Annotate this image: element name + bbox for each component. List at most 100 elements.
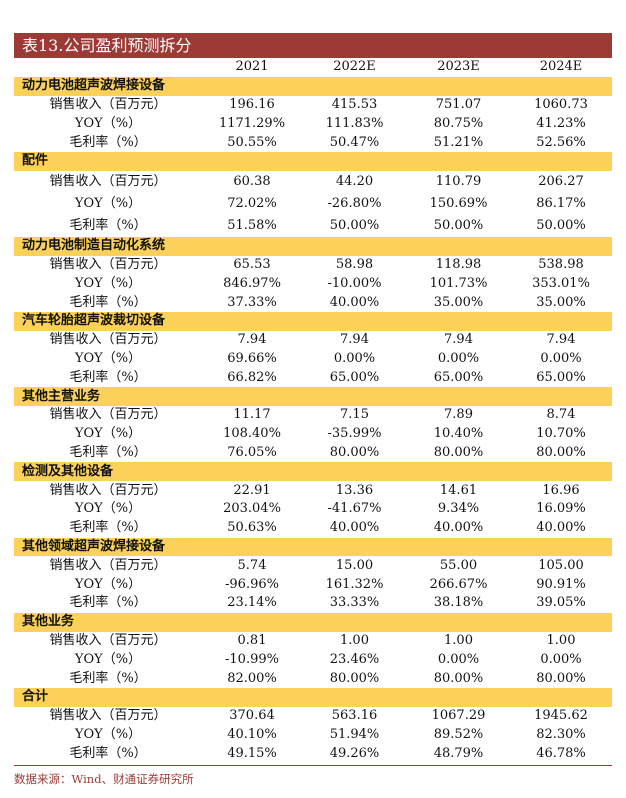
value-cell: 9.34% <box>437 501 480 517</box>
row-label: YOY（%） <box>74 275 142 291</box>
value-cell: 82.30% <box>536 726 586 742</box>
table-row: YOY（%） 69.66% 0.00% 0.00% 0.00% <box>14 350 612 369</box>
table-row: 销售收入（百万元） 370.64 563.16 1067.29 1945.62 <box>14 707 612 726</box>
section-row: 合计 <box>14 687 612 707</box>
value-cell: 108.40% <box>223 426 281 442</box>
value-cell: 0.00% <box>540 350 582 366</box>
value-cell: 0.00% <box>333 350 376 366</box>
value-cell: 50.47% <box>329 134 380 150</box>
table-row: 销售收入（百万元） 0.81 1.00 1.00 1.00 <box>14 632 612 651</box>
value-cell: 111.83% <box>325 115 384 131</box>
value-cell: 66.82% <box>227 369 277 385</box>
value-cell: 5.74 <box>237 557 267 573</box>
value-cell: 11.17 <box>233 407 271 423</box>
table-row: YOY（%） 40.10% 51.94% 89.52% 82.30% <box>14 726 612 745</box>
table-row: YOY（%） 72.02% -26.80% 150.69% 86.17% <box>14 193 612 215</box>
value-cell: 58.98 <box>335 256 374 272</box>
section-name: 动力电池制造自动化系统 <box>14 236 612 256</box>
value-cell: 1.00 <box>444 632 473 648</box>
source-note: 数据来源：Wind、财通证券研究所 <box>14 772 194 786</box>
row-label: 销售收入（百万元） <box>49 557 167 573</box>
row-label: 毛利率（%） <box>69 134 147 150</box>
table-row: YOY（%） 846.97% -10.00% 101.73% 353.01% <box>14 274 612 293</box>
row-label: 销售收入（百万元） <box>49 407 167 423</box>
value-cell: 40.00% <box>329 294 380 310</box>
value-cell: 65.00% <box>329 369 380 385</box>
value-cell: -96.96% <box>225 576 279 592</box>
value-cell: 196.16 <box>229 96 275 112</box>
value-cell: 50.00% <box>536 217 586 233</box>
value-cell: 14.61 <box>439 482 478 498</box>
table-row: 毛利率（%） 23.14% 33.33% 38.18% 39.05% <box>14 594 612 613</box>
value-cell: 203.04% <box>223 501 281 517</box>
value-cell: 846.97% <box>223 275 281 291</box>
value-cell: 16.09% <box>536 501 586 517</box>
value-cell: 7.89 <box>444 407 473 423</box>
value-cell: 563.16 <box>331 708 378 724</box>
value-cell: 80.75% <box>433 115 484 131</box>
section-row: 配件 <box>14 151 612 171</box>
value-cell: 51.21% <box>433 134 484 150</box>
value-cell: -41.67% <box>327 501 382 517</box>
value-cell: -26.80% <box>327 195 382 211</box>
value-cell: 751.07 <box>435 96 482 112</box>
value-cell: 7.15 <box>340 407 369 423</box>
value-cell: 23.46% <box>329 651 380 667</box>
value-cell: 90.91% <box>536 576 586 592</box>
value-cell: 48.79% <box>433 745 484 761</box>
section-name: 汽车轮胎超声波裁切设备 <box>14 311 612 331</box>
value-cell: 10.40% <box>433 426 484 442</box>
row-label: 毛利率（%） <box>69 294 147 310</box>
value-cell: 150.69% <box>429 195 488 211</box>
header-row: 2021 2022E 2023E 2024E <box>14 58 612 77</box>
section-name: 动力电池超声波焊接设备 <box>14 76 612 96</box>
header-cell: 2021 <box>235 59 269 75</box>
value-cell: 86.17% <box>536 195 586 211</box>
value-cell: 35.00% <box>433 294 484 310</box>
header-cell: 2024E <box>539 59 583 75</box>
table-row: YOY（%） 203.04% -41.67% 9.34% 16.09% <box>14 500 612 519</box>
row-label: 销售收入（百万元） <box>49 173 167 189</box>
row-label: YOY（%） <box>74 651 142 667</box>
value-cell: 60.38 <box>233 173 271 189</box>
row-label: 销售收入（百万元） <box>49 256 167 272</box>
value-cell: 37.33% <box>227 294 277 310</box>
value-cell: 1945.62 <box>534 708 588 724</box>
table-row: 销售收入（百万元） 11.17 7.15 7.89 8.74 <box>14 406 612 425</box>
section-row: 其他业务 <box>14 612 612 632</box>
value-cell: 23.14% <box>227 595 277 611</box>
row-label: 销售收入（百万元） <box>49 332 167 348</box>
row-label: YOY（%） <box>74 195 142 211</box>
value-cell: 370.64 <box>229 708 275 724</box>
value-cell: 80.00% <box>433 444 484 460</box>
value-cell: 40.10% <box>227 726 277 742</box>
value-cell: 89.52% <box>433 726 484 742</box>
table-row: 销售收入（百万元） 196.16 415.53 751.07 1060.73 <box>14 96 612 115</box>
bottom-rule <box>14 765 612 766</box>
table-row: 销售收入（百万元） 22.91 13.36 14.61 16.96 <box>14 481 612 500</box>
value-cell: 80.00% <box>329 444 380 460</box>
value-cell: 22.91 <box>233 482 271 498</box>
value-cell: 13.36 <box>335 482 374 498</box>
table-body: 动力电池超声波焊接设备 销售收入（百万元） 196.16 415.53 751.07 10… <box>14 76 612 763</box>
value-cell: 51.58% <box>227 217 277 233</box>
row-label: 毛利率（%） <box>69 595 147 611</box>
value-cell: 38.18% <box>433 595 484 611</box>
value-cell: 105.00 <box>538 557 584 573</box>
table-row: YOY（%） -96.96% 161.32% 266.67% 90.91% <box>14 575 612 594</box>
section-row: 动力电池制造自动化系统 <box>14 236 612 256</box>
value-cell: 41.23% <box>536 115 586 131</box>
row-label: 毛利率（%） <box>69 217 147 233</box>
value-cell: 0.00% <box>437 350 480 366</box>
value-cell: 538.98 <box>538 256 584 272</box>
table-row: 毛利率（%） 76.05% 80.00% 80.00% 80.00% <box>14 444 612 463</box>
value-cell: 8.74 <box>546 407 576 423</box>
section-row: 动力电池超声波焊接设备 <box>14 76 612 96</box>
table-row: 毛利率（%） 37.33% 40.00% 35.00% 35.00% <box>14 293 612 312</box>
value-cell: 1060.73 <box>534 96 588 112</box>
value-cell: 80.00% <box>329 670 380 686</box>
table-row: YOY（%） -10.99% 23.46% 0.00% 0.00% <box>14 650 612 669</box>
table-row: 销售收入（百万元） 7.94 7.94 7.94 7.94 <box>14 331 612 350</box>
section-name: 其他主营业务 <box>14 387 612 406</box>
value-cell: 65.00% <box>536 369 586 385</box>
